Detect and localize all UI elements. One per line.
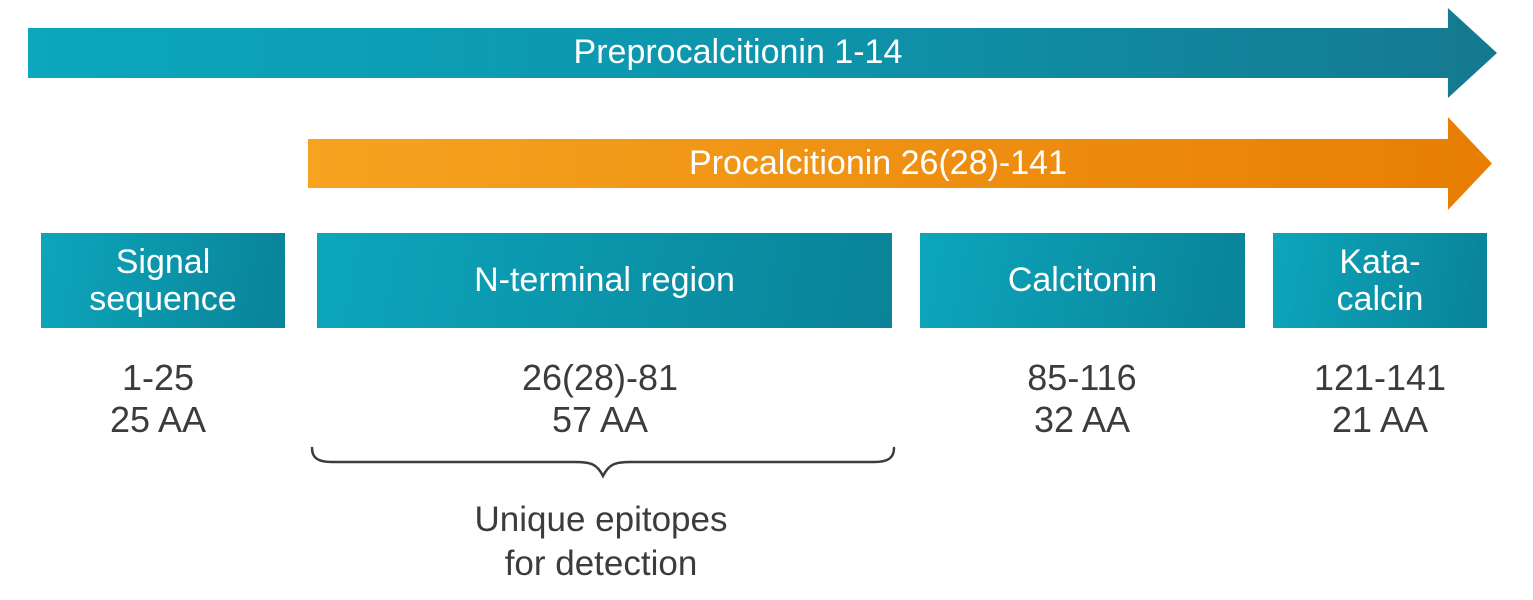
aa-count: 21 AA bbox=[1331, 399, 1429, 440]
segment-box-calcitonin: Calcitonin bbox=[920, 233, 1245, 328]
aa-count: 32 AA bbox=[1033, 399, 1131, 440]
range-value: 121-141 bbox=[1313, 357, 1447, 398]
segment-label-katacalcin: Kata- calcin bbox=[1336, 242, 1424, 318]
segment-label-signal-sequence: Signal sequence bbox=[89, 242, 237, 318]
segment-box-katacalcin: Kata- calcin bbox=[1273, 233, 1487, 328]
segment-range-calcitonin: 85-116 32 AA bbox=[932, 357, 1232, 441]
segment-label-calcitonin: Calcitonin bbox=[1007, 261, 1158, 299]
segment-range-n-terminal-region: 26(28)-81 57 AA bbox=[450, 357, 750, 441]
range-value: 85-116 bbox=[1027, 357, 1137, 398]
preprocalcitonin-arrow: Preprocalcitionin 1-14 bbox=[28, 8, 1497, 98]
range-value: 1-25 bbox=[121, 357, 195, 398]
segment-range-katacalcin: 121-141 21 AA bbox=[1230, 357, 1530, 441]
curly-brace-path bbox=[310, 446, 896, 479]
procalcitonin-arrow: Procalcitionin 26(28)-141 bbox=[308, 117, 1492, 210]
segment-box-signal-sequence: Signal sequence bbox=[41, 233, 285, 328]
unique-epitopes-note: Unique epitopes for detection bbox=[474, 500, 728, 583]
curly-brace-icon bbox=[310, 446, 896, 479]
procalcitonin-arrow-label: Procalcitionin 26(28)-141 bbox=[688, 143, 1067, 182]
range-value: 26(28)-81 bbox=[521, 357, 679, 398]
preprocalcitonin-arrow-label: Preprocalcitionin 1-14 bbox=[573, 33, 903, 72]
segment-box-n-terminal-region: N-terminal region bbox=[317, 233, 892, 328]
segment-label-n-terminal-region: N-terminal region bbox=[474, 261, 735, 299]
aa-count: 57 AA bbox=[551, 399, 649, 440]
aa-count: 25 AA bbox=[109, 399, 207, 440]
segment-range-signal-sequence: 1-25 25 AA bbox=[8, 357, 308, 441]
